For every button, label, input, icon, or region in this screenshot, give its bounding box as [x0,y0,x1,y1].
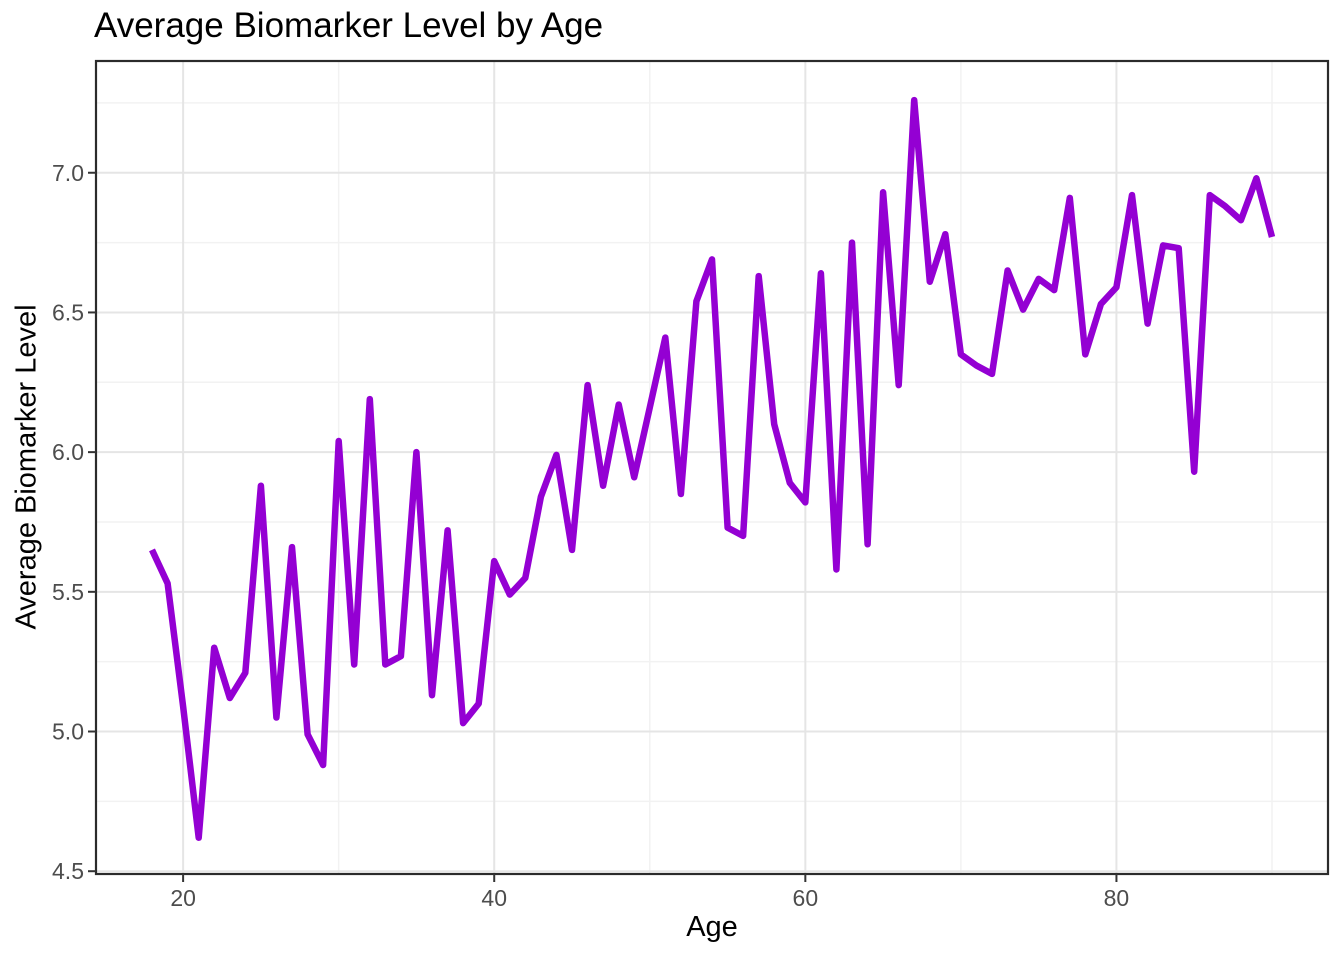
y-axis-tick-label: 6.0 [52,439,84,465]
chart-title: Average Biomarker Level by Age [94,6,604,45]
x-axis-tick-label: 20 [170,885,196,911]
x-axis-tick-label: 40 [481,885,507,911]
y-axis-tick-label: 5.0 [52,719,84,745]
y-axis-tick-label: 5.5 [52,579,84,605]
x-axis-tick-label: 80 [1104,885,1130,911]
x-axis-tick-label: 60 [793,885,819,911]
y-axis-tick-label: 6.5 [52,299,84,325]
y-axis-tick-label: 7.0 [52,160,84,186]
y-axis-tick-label: 4.5 [52,858,84,884]
biomarker-line-series [149,96,1276,841]
x-axis-title: Age [686,911,738,943]
